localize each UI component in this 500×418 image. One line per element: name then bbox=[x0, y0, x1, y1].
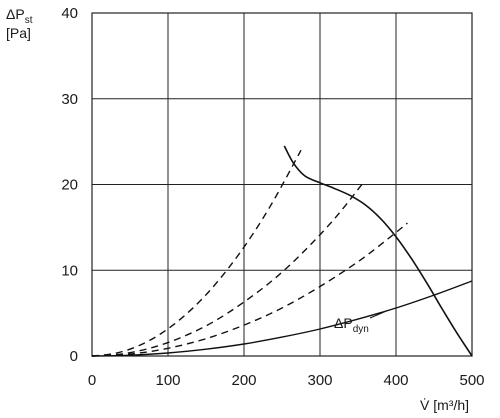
x-tick-label-1: 100 bbox=[155, 372, 180, 389]
y-tick-label-3: 30 bbox=[61, 91, 78, 108]
x-tick-label-0: 0 bbox=[88, 372, 96, 389]
dyn-curve-label: ΔPdyn bbox=[334, 315, 369, 335]
y-axis-unit: [Pa] bbox=[6, 25, 31, 41]
dyn-curve-label-main: ΔP bbox=[334, 315, 353, 331]
dyn-curve-label-sub: dyn bbox=[353, 324, 369, 335]
y-axis-label-delta: ΔP bbox=[6, 6, 25, 22]
x-tick-label-5: 500 bbox=[459, 372, 484, 389]
y-tick-label-0: 0 bbox=[70, 348, 78, 365]
x-tick-label-3: 300 bbox=[307, 372, 332, 389]
y-tick-label-1: 10 bbox=[61, 262, 78, 279]
x-tick-label-2: 200 bbox=[231, 372, 256, 389]
x-axis-label: V̇ [m³/h] bbox=[420, 397, 469, 413]
plot-frame bbox=[91, 12, 473, 357]
fan-curve bbox=[283, 145, 473, 357]
y-tick-label-2: 20 bbox=[61, 177, 78, 194]
tick-labels: 0 100 200 300 400 500 0 10 20 30 40 bbox=[61, 5, 484, 389]
dynamic-pressure-curve bbox=[91, 280, 473, 357]
x-tick-label-4: 400 bbox=[383, 372, 408, 389]
y-axis-label: ΔPst bbox=[6, 6, 33, 26]
system-curve-3 bbox=[91, 222, 408, 357]
dyn-label-leader bbox=[369, 309, 389, 319]
series-group bbox=[91, 145, 473, 357]
y-tick-label-4: 40 bbox=[61, 5, 78, 22]
y-axis-label-sub: st bbox=[25, 15, 33, 26]
system-curve-2 bbox=[91, 184, 363, 357]
system-curve-1 bbox=[91, 149, 302, 357]
